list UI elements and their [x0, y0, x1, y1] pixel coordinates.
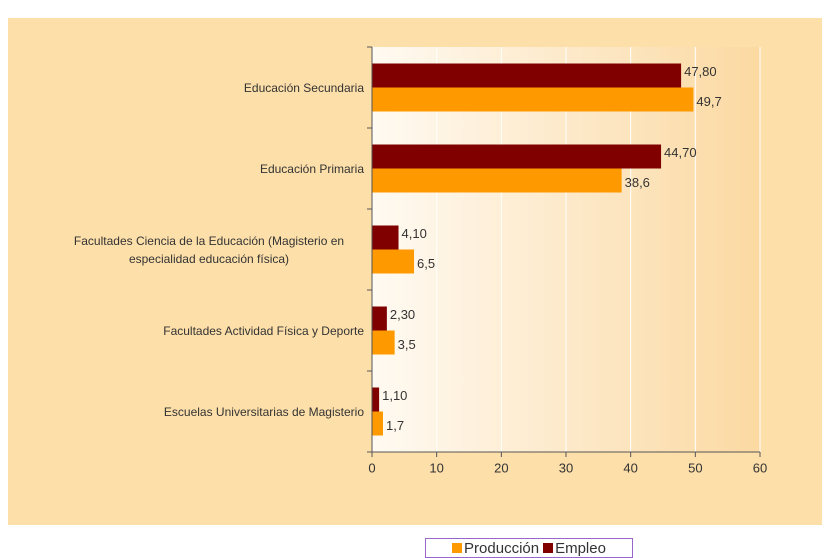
bar [372, 87, 694, 112]
x-tick-label: 40 [623, 460, 637, 475]
legend-swatch [543, 543, 554, 553]
category-label: Facultades Ciencia de la Educación (Magi… [24, 209, 364, 290]
legend-swatch [452, 543, 463, 553]
category-label-text: Facultades Ciencia de la Educación (Magi… [73, 233, 345, 266]
legend-label: Producción [464, 539, 540, 557]
bar [372, 63, 682, 88]
category-label-text: Educación Primaria [259, 161, 364, 176]
x-tick-label: 0 [368, 460, 375, 475]
bar [372, 168, 622, 193]
value-label: 47,80 [684, 64, 717, 79]
category-label: Educación Secundaria [24, 47, 364, 128]
x-tick-label: 50 [688, 460, 702, 475]
category-label-text: Escuelas Universitarias de Magisterio [163, 404, 364, 419]
category-label: Escuelas Universitarias de Magisterio [24, 371, 364, 452]
value-label: 2,30 [390, 307, 415, 322]
value-label: 49,7 [696, 94, 721, 109]
legend-item: Producción [452, 540, 539, 557]
category-label: Facultades Actividad Física y Deporte [24, 290, 364, 371]
bar [372, 249, 415, 274]
x-tick-label: 20 [494, 460, 508, 475]
category-label-text: Facultades Actividad Física y Deporte [163, 323, 364, 338]
value-label: 1,10 [382, 388, 407, 403]
value-label: 1,7 [386, 418, 404, 433]
legend-item: Empleo [543, 540, 606, 557]
value-label: 6,5 [417, 256, 435, 271]
legend-label: Empleo [555, 539, 606, 557]
value-label: 3,5 [398, 337, 416, 352]
category-label-text: Educación Secundaria [243, 80, 364, 95]
value-label: 38,6 [625, 175, 650, 190]
bar [372, 411, 383, 436]
bar [372, 387, 380, 412]
bar [372, 306, 387, 331]
value-label: 44,70 [664, 145, 697, 160]
x-tick-label: 10 [429, 460, 443, 475]
bar [372, 225, 399, 250]
value-label: 4,10 [402, 226, 427, 241]
category-label: Educación Primaria [24, 128, 364, 209]
bar [372, 144, 662, 169]
legend: Producción Empleo [425, 538, 633, 558]
x-tick-label: 60 [753, 460, 767, 475]
bar [372, 330, 395, 355]
x-tick-label: 30 [559, 460, 573, 475]
